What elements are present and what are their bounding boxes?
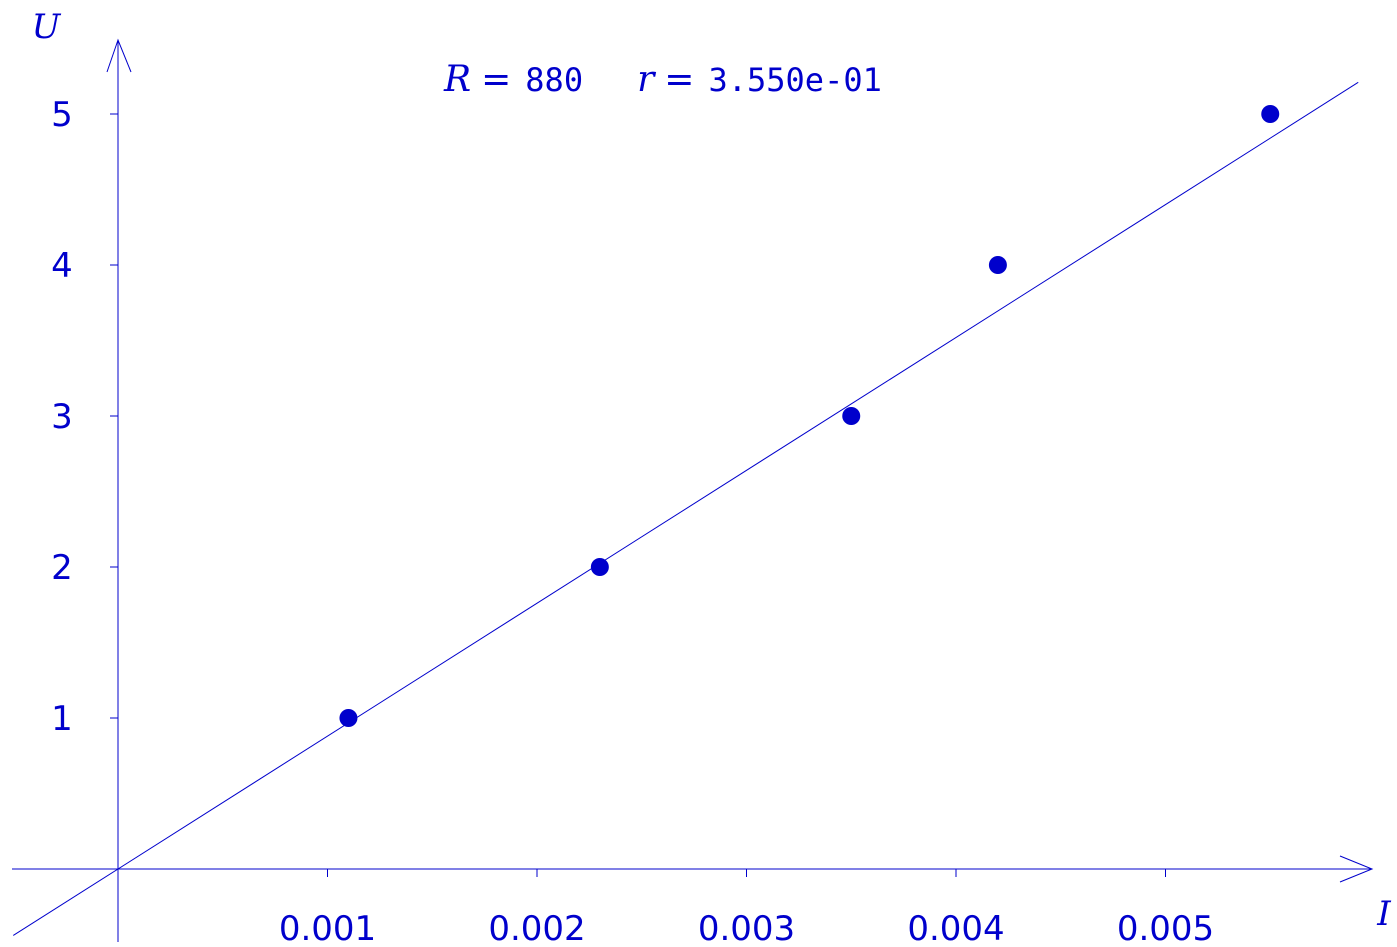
x-tick-label: 0.005 [1117, 909, 1214, 947]
annotation-corr-eq: = [664, 59, 694, 100]
x-tick-label: 0.001 [279, 909, 376, 947]
fit-annotation: R = 880 r = 3.550e-01 [443, 59, 882, 100]
annotation-r-eq: = [481, 59, 511, 100]
annotation-r-value: 880 [525, 61, 583, 99]
y-tick-label: 1 [51, 699, 73, 739]
x-axis-label: I [1376, 894, 1391, 934]
x-tick-label: 0.003 [698, 909, 795, 947]
axes [12, 38, 1374, 942]
data-point [590, 558, 609, 576]
y-axis-label: U [32, 7, 62, 47]
annotation-r-var: R [443, 59, 471, 100]
data-point [339, 709, 358, 727]
y-tick-label: 5 [51, 95, 73, 135]
data-point [988, 256, 1007, 274]
fit-line-group [12, 81, 1359, 936]
y-tick-label: 2 [51, 548, 73, 588]
data-points [339, 105, 1280, 727]
x-ticks: 0.001 0.002 0.003 0.004 0.005 [279, 869, 1214, 947]
x-axis-arrowhead [1339, 855, 1374, 883]
data-point [842, 407, 861, 425]
x-tick-label: 0.004 [907, 909, 1004, 947]
annotation-corr-value: 3.550e-01 [708, 61, 881, 99]
y-tick-label: 4 [51, 246, 73, 286]
annotation-corr-var: r [637, 59, 656, 100]
y-axis-arrowhead [106, 38, 132, 73]
x-tick-label: 0.002 [488, 909, 585, 947]
y-ticks: 1 2 3 4 5 [51, 95, 118, 739]
y-tick-label: 3 [51, 397, 73, 437]
data-point [1261, 105, 1280, 123]
fit-line [12, 81, 1359, 936]
